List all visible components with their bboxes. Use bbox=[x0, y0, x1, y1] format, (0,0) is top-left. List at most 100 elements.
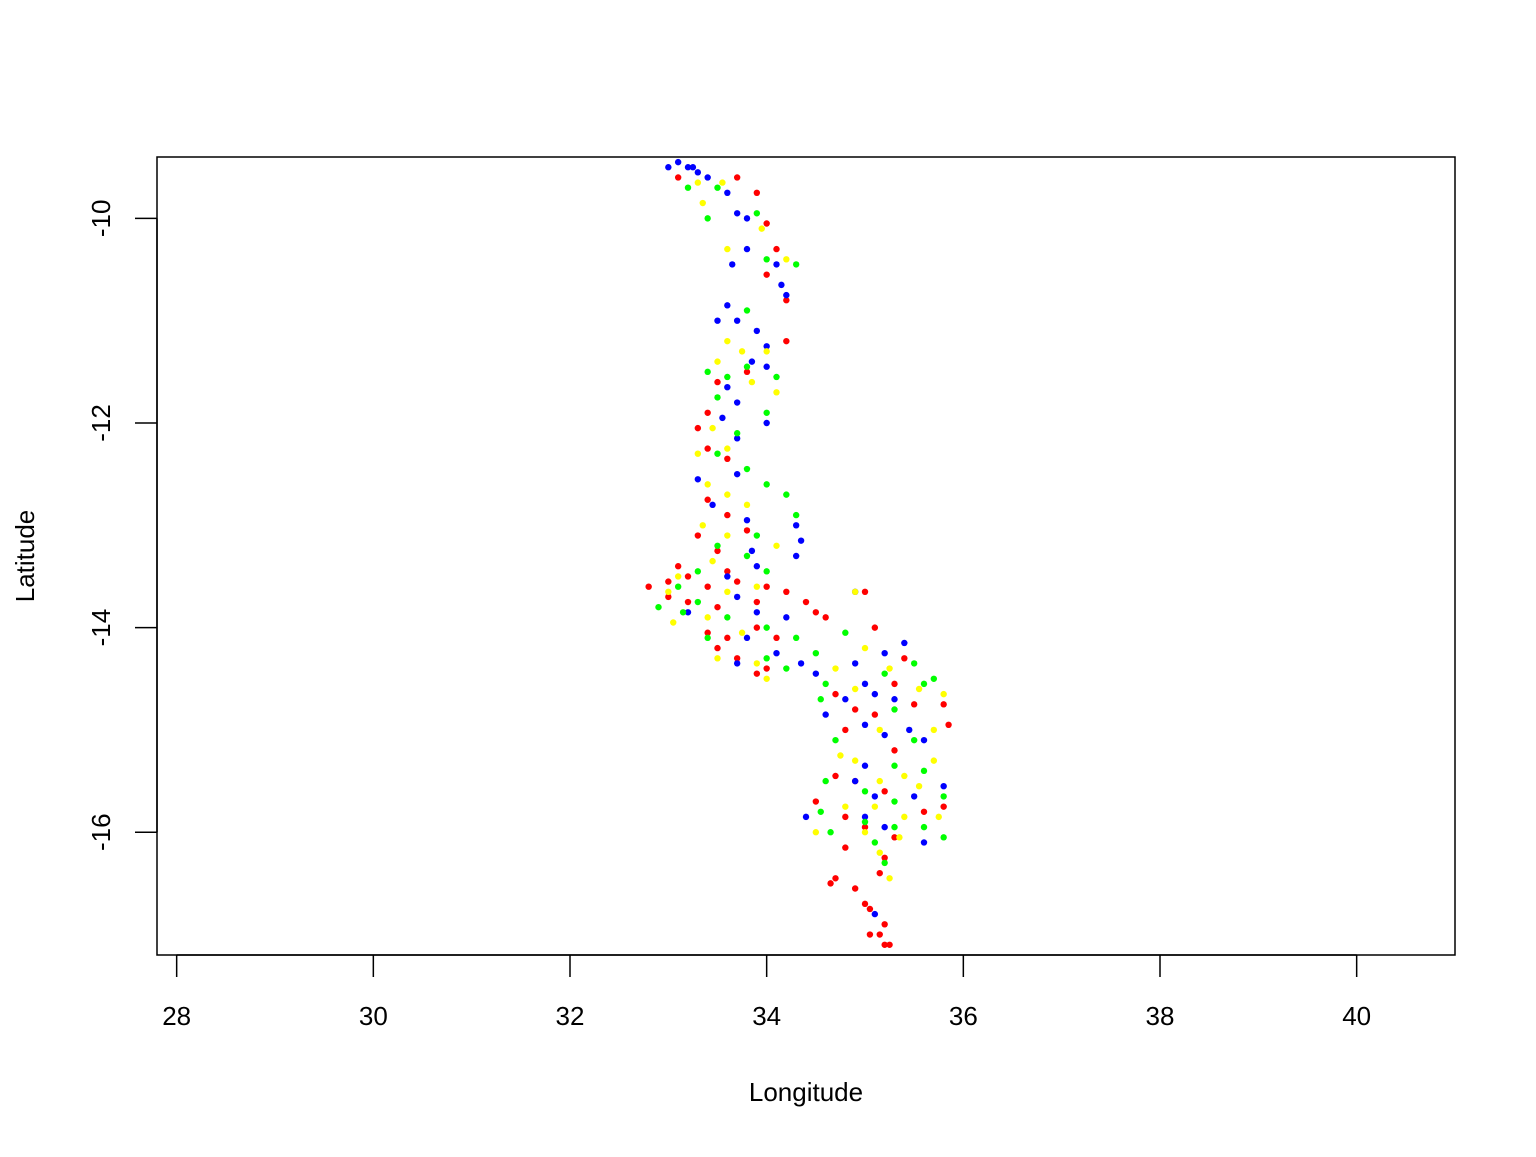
data-point bbox=[763, 655, 770, 662]
data-point bbox=[670, 619, 677, 626]
data-point bbox=[733, 174, 741, 181]
data-point bbox=[812, 798, 820, 805]
data-point bbox=[684, 598, 692, 606]
data-point bbox=[665, 164, 672, 171]
series-0 bbox=[645, 174, 952, 948]
data-point bbox=[674, 174, 682, 181]
data-point bbox=[763, 343, 770, 350]
data-point bbox=[871, 910, 879, 918]
data-point bbox=[724, 634, 731, 642]
y-axis: -10 -12 -14 -16 bbox=[86, 200, 158, 851]
data-point bbox=[743, 307, 751, 314]
data-point bbox=[763, 419, 770, 427]
data-point bbox=[753, 609, 761, 616]
y-tick-label: -12 bbox=[86, 404, 116, 442]
data-point bbox=[704, 368, 711, 376]
data-point bbox=[699, 522, 706, 529]
data-point bbox=[674, 583, 682, 590]
data-point bbox=[709, 557, 716, 565]
data-point bbox=[694, 169, 702, 176]
data-point bbox=[704, 481, 711, 488]
data-point bbox=[724, 373, 731, 381]
data-point bbox=[763, 348, 770, 355]
data-point bbox=[704, 215, 711, 222]
data-point bbox=[714, 317, 721, 324]
data-point bbox=[832, 736, 839, 744]
data-point bbox=[871, 839, 879, 846]
data-point bbox=[714, 394, 721, 401]
data-point bbox=[783, 291, 790, 299]
data-point bbox=[802, 813, 810, 821]
data-point bbox=[797, 660, 805, 667]
data-point bbox=[714, 358, 721, 365]
data-point bbox=[753, 624, 761, 631]
data-point bbox=[689, 164, 697, 171]
data-point bbox=[694, 450, 702, 457]
data-point bbox=[655, 603, 662, 611]
data-point bbox=[920, 767, 928, 775]
data-point bbox=[891, 696, 898, 703]
data-point bbox=[684, 573, 692, 580]
data-point bbox=[876, 726, 883, 734]
data-point bbox=[758, 225, 765, 232]
data-point bbox=[684, 164, 692, 171]
data-point bbox=[773, 261, 780, 268]
data-point bbox=[920, 680, 928, 688]
data-point bbox=[940, 782, 947, 790]
data-point bbox=[724, 189, 731, 197]
data-point bbox=[861, 762, 869, 769]
data-point bbox=[714, 450, 721, 457]
data-point bbox=[733, 578, 741, 585]
data-point bbox=[743, 465, 751, 473]
data-point bbox=[694, 532, 702, 539]
data-point bbox=[891, 706, 898, 713]
data-point bbox=[851, 706, 859, 713]
data-point bbox=[753, 327, 761, 335]
series-2 bbox=[655, 184, 947, 867]
data-point bbox=[733, 435, 741, 442]
data-point bbox=[940, 701, 947, 708]
data-point bbox=[665, 588, 672, 596]
y-axis-label: Latitude bbox=[10, 510, 40, 603]
data-point bbox=[861, 813, 869, 821]
data-point bbox=[753, 670, 761, 677]
y-tick-label: -14 bbox=[86, 609, 116, 647]
data-point bbox=[763, 568, 770, 575]
data-point bbox=[733, 593, 741, 601]
data-point bbox=[763, 220, 770, 227]
data-point bbox=[842, 813, 849, 821]
data-point bbox=[783, 297, 790, 304]
y-tick-label: -10 bbox=[86, 200, 116, 238]
data-point bbox=[861, 644, 869, 652]
data-point bbox=[861, 788, 869, 795]
data-point bbox=[871, 690, 879, 698]
data-point bbox=[891, 798, 898, 805]
data-point bbox=[724, 383, 731, 391]
data-point bbox=[891, 762, 898, 769]
data-point bbox=[851, 757, 859, 764]
data-point bbox=[743, 215, 751, 222]
data-point bbox=[694, 476, 702, 483]
data-point bbox=[714, 547, 721, 555]
data-point bbox=[792, 522, 800, 529]
data-point bbox=[724, 337, 731, 345]
data-point bbox=[773, 649, 780, 657]
data-point bbox=[679, 609, 687, 616]
data-point bbox=[812, 829, 820, 836]
data-point bbox=[763, 481, 770, 488]
data-point bbox=[876, 849, 883, 856]
data-point bbox=[748, 547, 756, 555]
data-point bbox=[940, 690, 947, 698]
data-point bbox=[842, 629, 849, 636]
data-point bbox=[773, 245, 780, 253]
data-point bbox=[861, 588, 869, 596]
data-point bbox=[743, 552, 751, 560]
data-point bbox=[748, 358, 756, 365]
data-point bbox=[724, 511, 731, 519]
data-point bbox=[886, 941, 893, 948]
data-point bbox=[684, 184, 692, 191]
data-point bbox=[763, 583, 770, 590]
data-point bbox=[910, 701, 918, 708]
